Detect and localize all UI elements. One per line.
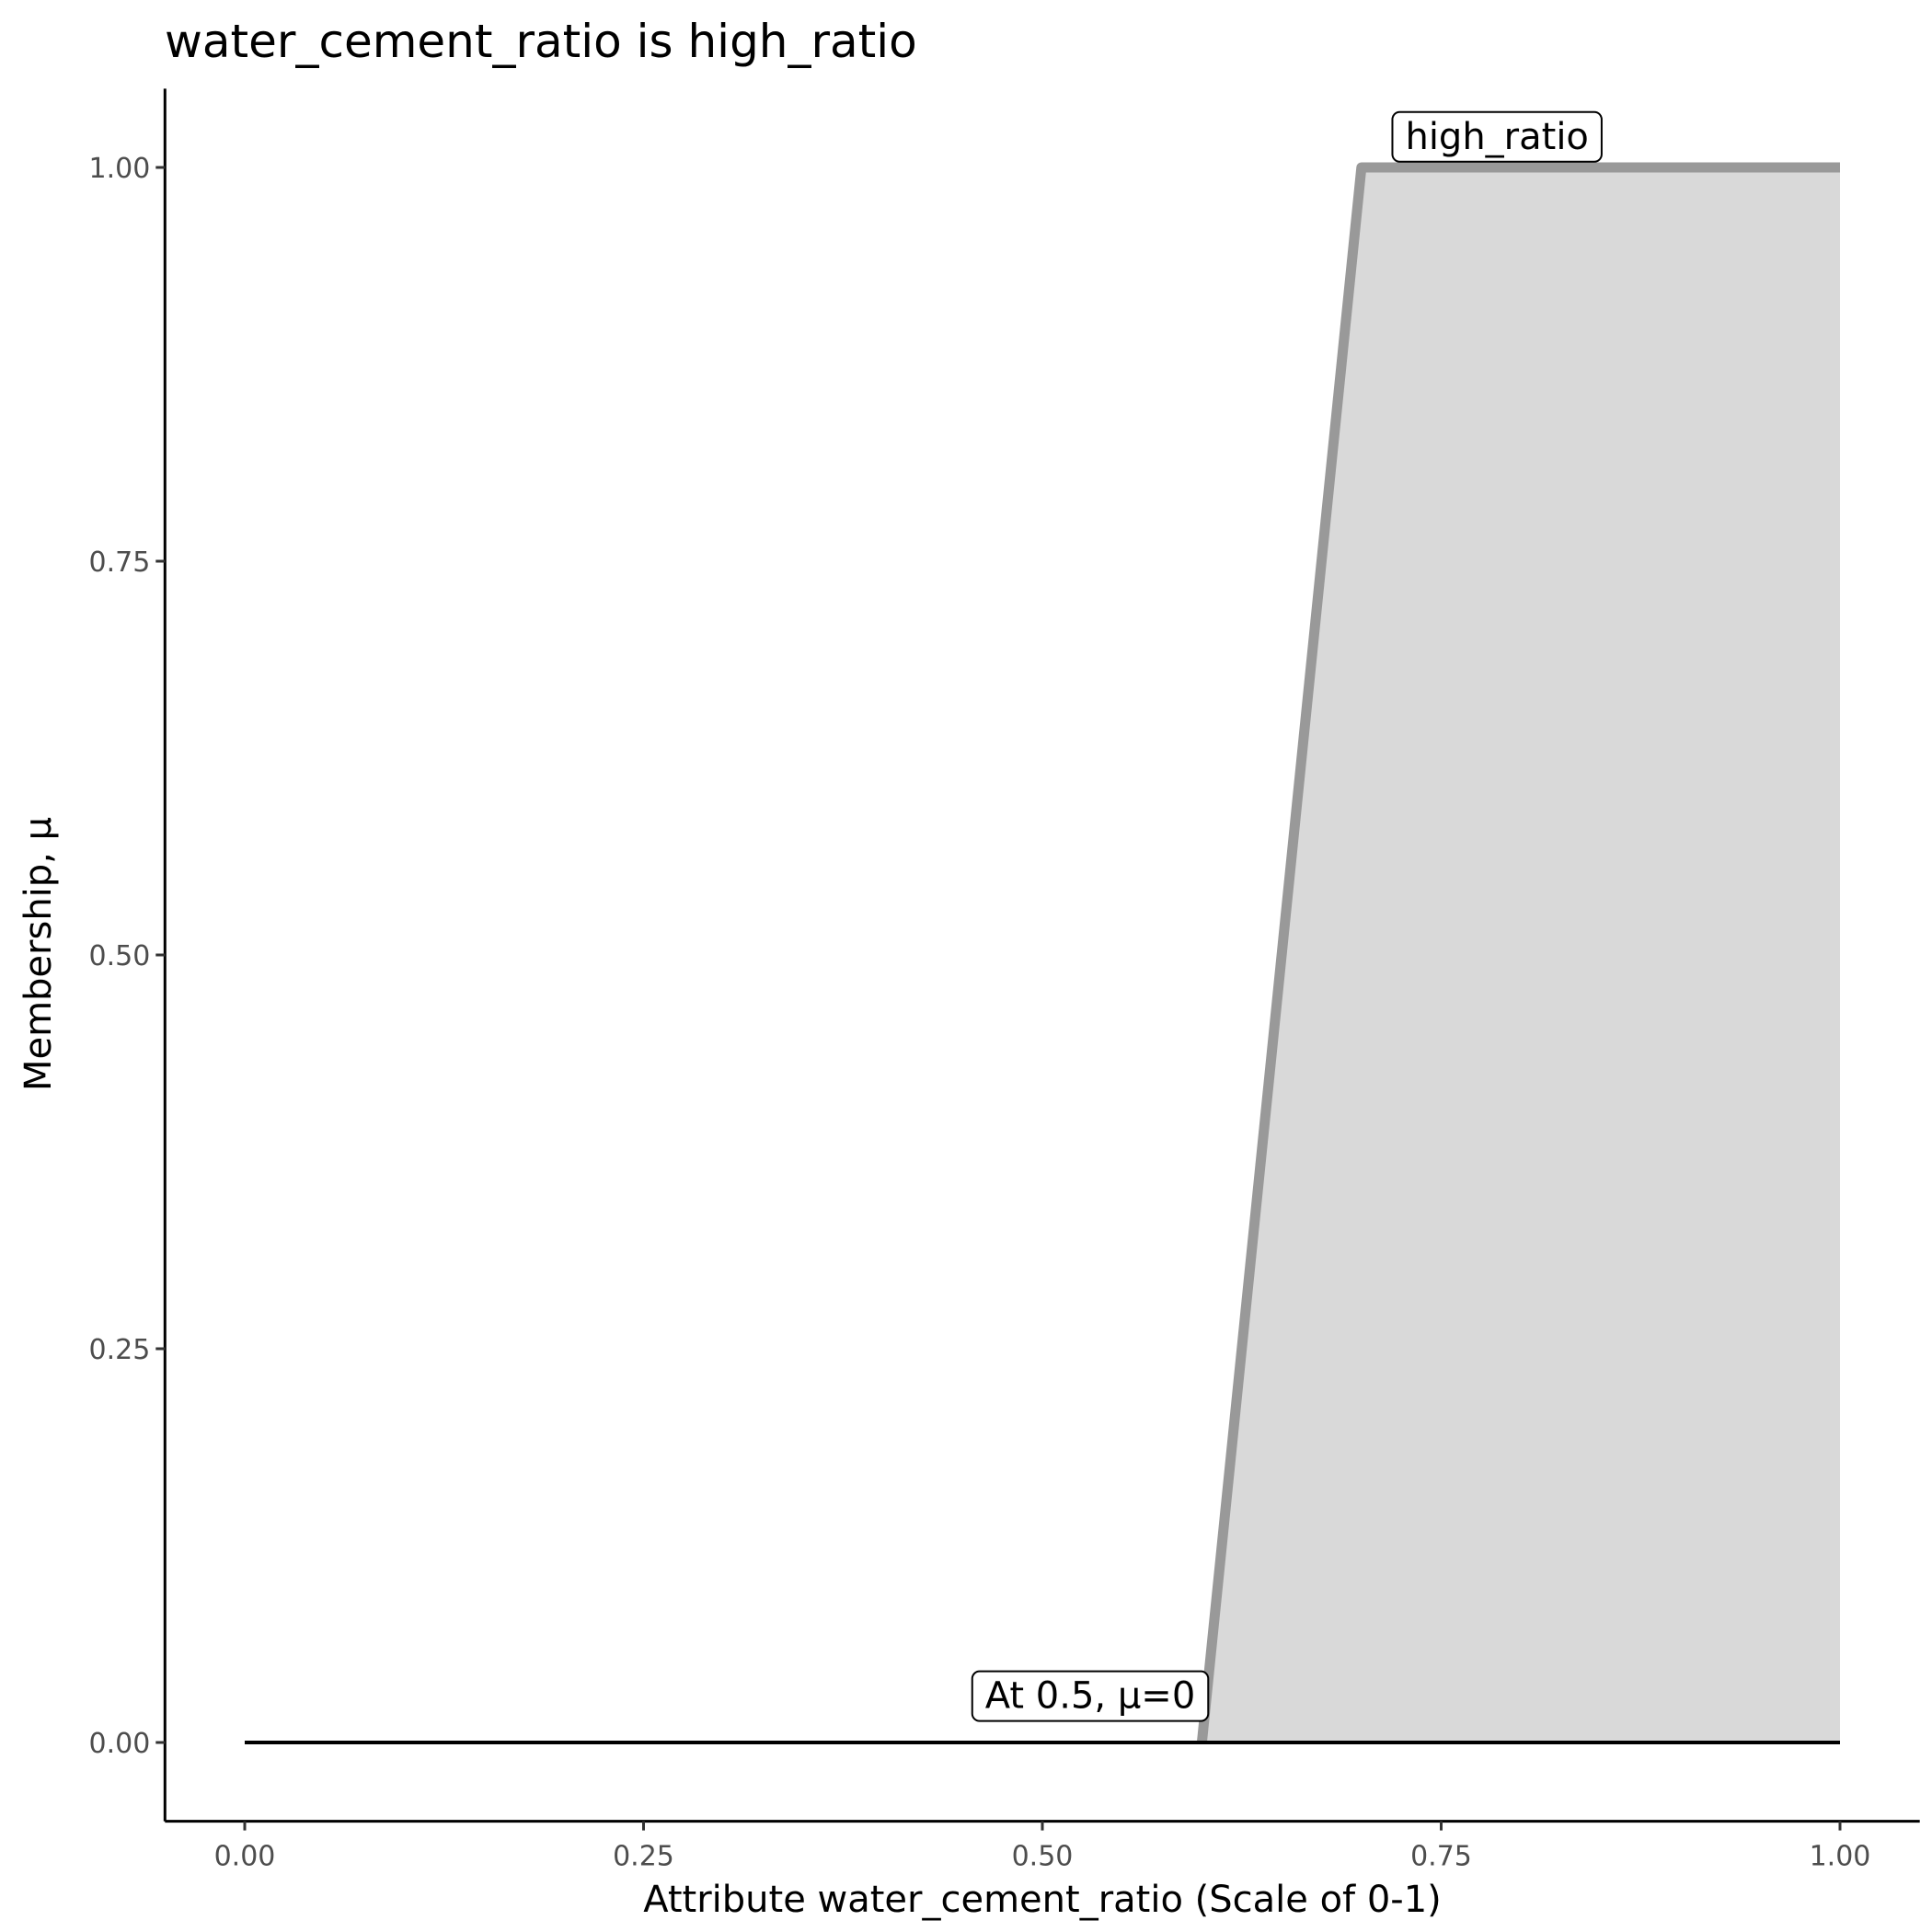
annotation-label: high_ratio — [1391, 110, 1603, 163]
annotation-label: At 0.5, μ=0 — [971, 1670, 1210, 1722]
x-tick-label: 1.00 — [1810, 1841, 1871, 1873]
x-tick-label: 0.50 — [1012, 1841, 1074, 1873]
plot-area: 0.00 0.25 0.50 0.75 1.00 0.00 0.25 0.50 0.75 1.00… — [89, 88, 1920, 1873]
annotation-text: high_ratio — [1405, 116, 1588, 158]
annotation-box — [971, 1670, 1210, 1722]
y-tick-label: 1.00 — [89, 153, 151, 185]
y-tick-label: 0.25 — [89, 1334, 151, 1366]
series-fill-0 — [1202, 167, 1840, 1742]
x-axis-title: Attribute water_cement_ratio (Scale of 0… — [643, 1879, 1442, 1921]
y-tick-label: 0.00 — [89, 1728, 151, 1760]
y-axis-title: Membership, μ — [17, 817, 60, 1091]
annotation-text: At 0.5, μ=0 — [985, 1675, 1196, 1718]
y-tick-label: 0.50 — [89, 940, 151, 972]
y-tick-label: 0.75 — [89, 546, 151, 579]
x-tick-label: 0.25 — [613, 1841, 674, 1873]
annotation-box — [1391, 110, 1603, 163]
x-tick-label: 0.75 — [1410, 1841, 1472, 1873]
x-tick-label: 0.00 — [214, 1841, 276, 1873]
chart-title: water_cement_ratio is high_ratio — [165, 15, 917, 68]
series-line-0 — [1196, 162, 1840, 1743]
